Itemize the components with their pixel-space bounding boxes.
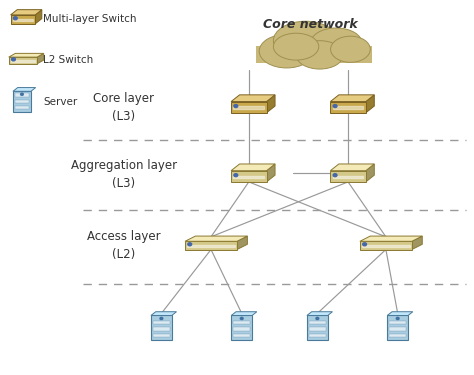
Polygon shape [266,95,275,113]
Circle shape [333,174,337,177]
Polygon shape [366,164,374,182]
Text: L2 Switch: L2 Switch [43,56,93,66]
Polygon shape [389,321,406,324]
Polygon shape [256,45,372,63]
Circle shape [363,243,366,246]
Polygon shape [153,327,170,331]
Polygon shape [15,106,29,109]
Polygon shape [234,176,264,178]
Polygon shape [389,334,406,337]
Circle shape [316,317,319,320]
Polygon shape [333,106,364,109]
Polygon shape [330,164,374,171]
Polygon shape [266,164,275,182]
Ellipse shape [296,40,343,69]
Polygon shape [231,95,275,102]
Text: Access layer
(L2): Access layer (L2) [87,230,160,261]
Circle shape [234,105,237,108]
Polygon shape [362,244,410,247]
Text: Server: Server [43,97,77,106]
Text: Multi-layer Switch: Multi-layer Switch [43,14,137,24]
Polygon shape [330,95,374,102]
Polygon shape [330,102,366,113]
Circle shape [11,58,15,61]
Polygon shape [231,315,252,340]
Polygon shape [360,236,422,241]
Ellipse shape [273,21,337,60]
Polygon shape [366,95,374,113]
Polygon shape [387,312,413,315]
Polygon shape [330,171,366,182]
Polygon shape [9,57,37,64]
Ellipse shape [273,33,319,60]
Polygon shape [185,236,247,241]
Polygon shape [360,241,412,249]
Polygon shape [15,93,29,96]
Polygon shape [387,315,408,340]
Polygon shape [307,315,328,340]
Circle shape [160,317,163,320]
Polygon shape [333,176,364,178]
Polygon shape [309,321,326,324]
Polygon shape [234,106,264,109]
Polygon shape [10,10,42,15]
Polygon shape [15,99,29,103]
Polygon shape [9,53,44,57]
Polygon shape [11,60,35,62]
Polygon shape [13,87,36,91]
Polygon shape [307,312,332,315]
Circle shape [396,317,399,320]
Text: Aggregation layer
(L3): Aggregation layer (L3) [71,159,177,190]
Ellipse shape [330,36,370,62]
Circle shape [240,317,243,320]
Polygon shape [309,334,326,337]
Polygon shape [412,236,422,249]
Polygon shape [309,327,326,331]
Circle shape [333,105,337,108]
Polygon shape [185,241,237,249]
Circle shape [234,174,237,177]
Circle shape [20,93,23,95]
Polygon shape [231,164,275,171]
Polygon shape [187,244,235,247]
Polygon shape [10,15,35,24]
Text: Core layer
(L3): Core layer (L3) [93,92,154,123]
Polygon shape [233,321,250,324]
Circle shape [188,243,191,246]
Polygon shape [153,321,170,324]
Polygon shape [233,334,250,337]
Ellipse shape [310,28,362,59]
Circle shape [13,17,17,20]
Polygon shape [231,312,257,315]
Polygon shape [153,334,170,337]
Polygon shape [231,171,266,182]
Polygon shape [231,102,266,113]
Ellipse shape [259,34,314,68]
Polygon shape [35,10,42,24]
Polygon shape [151,315,172,340]
Polygon shape [13,91,31,112]
Polygon shape [13,19,33,21]
Polygon shape [237,236,247,249]
Text: Core network: Core network [263,18,357,32]
Polygon shape [151,312,176,315]
Polygon shape [233,327,250,331]
Polygon shape [37,53,44,64]
Polygon shape [389,327,406,331]
